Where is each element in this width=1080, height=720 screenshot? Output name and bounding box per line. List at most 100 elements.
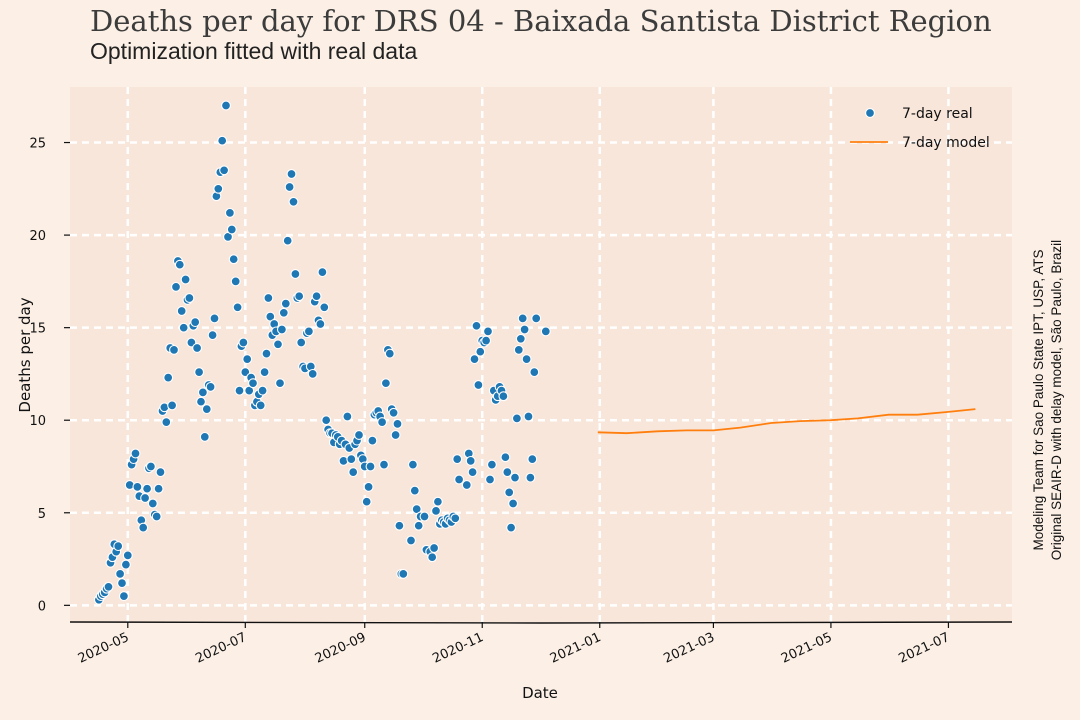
real-data-point: [461, 480, 472, 490]
chart-title: Deaths per day for DRS 04 - Baixada Sant…: [90, 4, 992, 38]
real-data-point: [342, 411, 353, 422]
real-data-point: [207, 330, 218, 341]
real-data-point: [513, 344, 524, 355]
real-data-point: [311, 291, 322, 302]
real-data-point: [276, 324, 287, 335]
y-axis-label: Deaths per day: [16, 297, 34, 412]
y-tick-label: 25: [29, 137, 46, 152]
real-data-point: [155, 467, 166, 478]
real-data-point: [288, 196, 299, 207]
real-data-point: [282, 235, 293, 246]
real-data-point: [413, 520, 424, 531]
real-data-point: [174, 259, 185, 270]
real-data-point: [228, 254, 239, 265]
real-data-point: [303, 326, 314, 337]
real-data-point: [142, 483, 153, 494]
x-tick-label: 2021-07: [897, 630, 953, 667]
real-data-point: [190, 317, 201, 328]
real-data-point: [348, 467, 359, 478]
real-data-point: [452, 454, 463, 465]
real-data-point: [284, 182, 295, 192]
x-axis-line: [69, 621, 1013, 624]
real-data-point: [257, 385, 268, 396]
real-data-point: [140, 493, 151, 503]
real-data-point: [115, 568, 126, 579]
real-data-point: [219, 165, 230, 176]
real-data-point: [392, 418, 403, 429]
real-data-point: [278, 307, 289, 318]
real-data-point: [409, 485, 420, 496]
real-data-point: [367, 435, 378, 446]
real-data-point: [427, 552, 438, 563]
real-data-point: [450, 513, 461, 524]
real-data-point: [481, 335, 492, 346]
real-data-point: [217, 135, 228, 146]
legend-model-label: 7-day model: [902, 135, 990, 151]
real-data-point: [407, 459, 418, 470]
y-tick-label: 0: [38, 599, 46, 614]
real-data-point: [486, 459, 497, 470]
real-data-point: [363, 481, 374, 492]
real-data-point: [379, 459, 389, 470]
real-data-point: [521, 354, 532, 365]
real-data-point: [138, 522, 149, 533]
real-data-point: [294, 291, 305, 302]
real-data-point: [145, 461, 156, 472]
real-data-point: [118, 591, 129, 602]
real-data-point: [529, 367, 540, 378]
real-data-point: [523, 411, 534, 422]
legend: 7-day real 7-day model: [850, 106, 990, 151]
real-data-point: [230, 276, 241, 287]
real-data-point: [226, 224, 237, 235]
real-data-point: [296, 337, 307, 348]
real-data-point: [192, 343, 203, 353]
real-data-point: [221, 100, 231, 111]
real-data-point: [130, 448, 141, 459]
real-data-point: [171, 281, 181, 292]
real-data-point: [510, 472, 520, 483]
real-data-point: [527, 454, 538, 465]
model-line: [597, 408, 976, 435]
real-data-point: [275, 378, 285, 389]
real-data-point: [180, 274, 191, 285]
real-data-point: [307, 368, 318, 379]
real-data-point: [232, 302, 243, 313]
real-data-point: [465, 455, 476, 466]
real-data-point: [398, 568, 409, 579]
real-data-point: [346, 454, 357, 465]
real-data-point: [361, 496, 372, 507]
real-data-point: [184, 293, 195, 303]
real-data-point: [263, 293, 274, 303]
real-data-point: [151, 511, 162, 522]
real-data-point: [176, 306, 187, 316]
real-data-point: [515, 333, 526, 344]
real-data-point: [113, 541, 124, 552]
real-data-point: [319, 302, 330, 313]
real-data-point: [502, 467, 513, 478]
real-data-point: [213, 183, 224, 194]
real-data-point: [475, 346, 486, 357]
real-data-point: [242, 354, 253, 365]
real-data-point: [500, 452, 511, 463]
real-data-point: [201, 404, 212, 415]
series-layer: [93, 100, 976, 605]
x-axis-label: Date: [522, 684, 558, 702]
real-data-point: [117, 578, 127, 589]
real-data-point: [431, 505, 441, 516]
x-tick-label: 2021-01: [548, 630, 604, 667]
plot-area: [70, 87, 1012, 622]
real-data-point: [280, 298, 291, 309]
x-tick-label: 2020-05: [76, 630, 132, 667]
real-data-point: [508, 498, 519, 509]
real-data-point: [317, 267, 328, 278]
real-data-point: [261, 348, 272, 359]
real-data-point: [259, 367, 270, 378]
y-tick-label: 10: [29, 414, 46, 429]
real-data-point: [255, 400, 266, 411]
x-tick-label: 2021-03: [662, 630, 718, 667]
chart-subtitle: Optimization fitted with real data: [90, 38, 418, 64]
real-data-point: [419, 511, 430, 522]
real-data-point: [432, 496, 443, 507]
real-data-point: [406, 535, 416, 546]
